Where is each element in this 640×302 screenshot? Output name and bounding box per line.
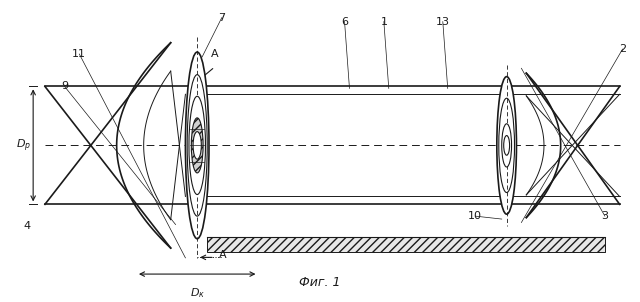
- Text: 3: 3: [602, 211, 609, 221]
- Text: A: A: [219, 250, 227, 260]
- Text: A: A: [211, 49, 219, 59]
- Ellipse shape: [191, 118, 203, 173]
- Text: 11: 11: [72, 49, 86, 59]
- Ellipse shape: [189, 96, 205, 194]
- Bar: [207, 237, 605, 252]
- Text: 1: 1: [380, 17, 387, 27]
- Text: Фиг. 1: Фиг. 1: [300, 276, 340, 289]
- Text: $D_к$: $D_к$: [189, 286, 205, 300]
- Ellipse shape: [497, 77, 516, 214]
- Ellipse shape: [502, 124, 511, 167]
- Ellipse shape: [504, 136, 509, 155]
- Text: 4: 4: [24, 221, 31, 231]
- Text: 6: 6: [341, 17, 348, 27]
- Text: 7: 7: [218, 13, 225, 23]
- Text: $D_p$: $D_p$: [16, 137, 31, 154]
- Ellipse shape: [193, 132, 202, 159]
- Text: 13: 13: [436, 17, 450, 27]
- Text: 10: 10: [468, 211, 482, 221]
- Text: 9: 9: [61, 82, 68, 92]
- Text: 2: 2: [619, 44, 626, 54]
- Ellipse shape: [187, 75, 207, 216]
- Ellipse shape: [499, 98, 515, 193]
- Ellipse shape: [186, 52, 209, 239]
